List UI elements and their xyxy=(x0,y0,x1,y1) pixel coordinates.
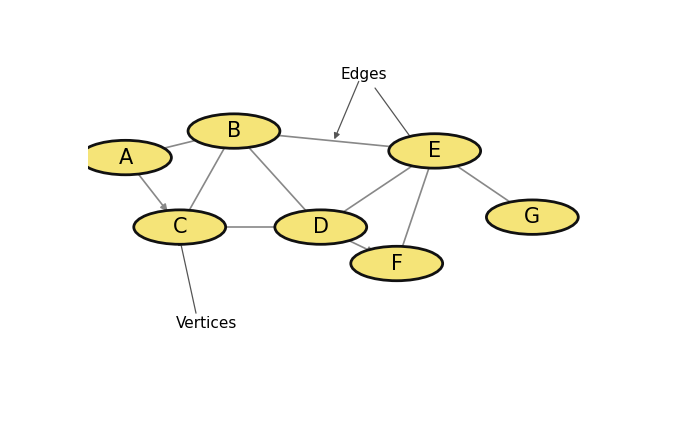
Ellipse shape xyxy=(389,134,481,168)
Text: A: A xyxy=(118,147,132,168)
Text: E: E xyxy=(428,141,441,161)
Text: F: F xyxy=(391,254,402,273)
Text: Edges: Edges xyxy=(341,67,388,82)
Ellipse shape xyxy=(80,140,172,175)
Ellipse shape xyxy=(188,114,280,148)
Text: B: B xyxy=(227,121,241,141)
Text: Vertices: Vertices xyxy=(176,316,237,331)
Ellipse shape xyxy=(486,200,578,234)
Text: D: D xyxy=(313,217,329,237)
Text: C: C xyxy=(172,217,187,237)
Text: G: G xyxy=(524,207,540,227)
Ellipse shape xyxy=(275,210,367,244)
Ellipse shape xyxy=(351,246,442,281)
Ellipse shape xyxy=(134,210,225,244)
